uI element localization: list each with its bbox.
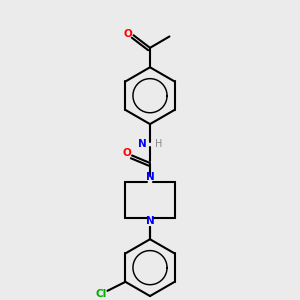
Text: H: H	[155, 139, 163, 148]
Text: N: N	[146, 216, 154, 226]
Text: O: O	[122, 148, 131, 158]
Text: N: N	[138, 139, 147, 148]
Text: Cl: Cl	[96, 289, 107, 299]
Text: N: N	[146, 172, 154, 182]
Text: O: O	[124, 29, 133, 39]
